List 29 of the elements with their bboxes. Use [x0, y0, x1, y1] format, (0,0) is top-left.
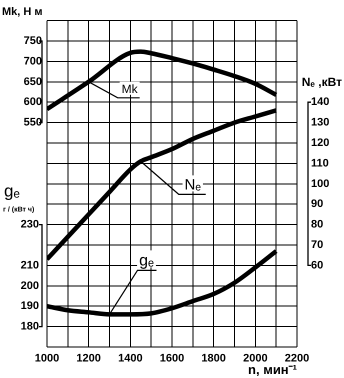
y-tick-label: 750 [24, 35, 42, 48]
x-tick-label: 1600 [160, 352, 184, 365]
y2-tick-label: 80 [311, 218, 324, 231]
y-tick-label: 550 [24, 116, 42, 129]
x-tick-label: 1800 [201, 352, 226, 365]
y2-tick-label: 120 [311, 137, 330, 150]
y-tick-label: 600 [24, 96, 42, 108]
y3-tick-label: 180 [20, 320, 39, 333]
x-tick-label: 1400 [118, 352, 143, 365]
y2-tick-label: 90 [311, 198, 324, 210]
y2-tick-label: 140 [311, 96, 330, 108]
y2-tick-label: 70 [311, 239, 324, 252]
y2-tick-label: 130 [311, 116, 330, 129]
y3-tick-label: 230 [20, 218, 39, 231]
x-tick-label: 1200 [76, 352, 101, 365]
series-label: Mk [122, 82, 139, 96]
y2-tick-label: 100 [311, 178, 330, 190]
y3-tick-label: 200 [20, 280, 39, 292]
y2-axis-title: Nₑ ,кВт [302, 75, 342, 90]
y-tick-label: 700 [24, 55, 42, 68]
y-tick-label: 650 [24, 76, 42, 88]
series-label: Nₑ [184, 176, 202, 194]
y3-tick-label: 190 [20, 300, 39, 312]
y-axis-title: Mk, Н м [2, 6, 43, 18]
x-tick-label: 1000 [34, 352, 60, 365]
text: gₑ [139, 252, 154, 270]
y3-tick-label: 210 [20, 259, 39, 272]
y2-tick-label: 60 [311, 259, 324, 272]
y2-tick-label: 110 [311, 157, 329, 170]
